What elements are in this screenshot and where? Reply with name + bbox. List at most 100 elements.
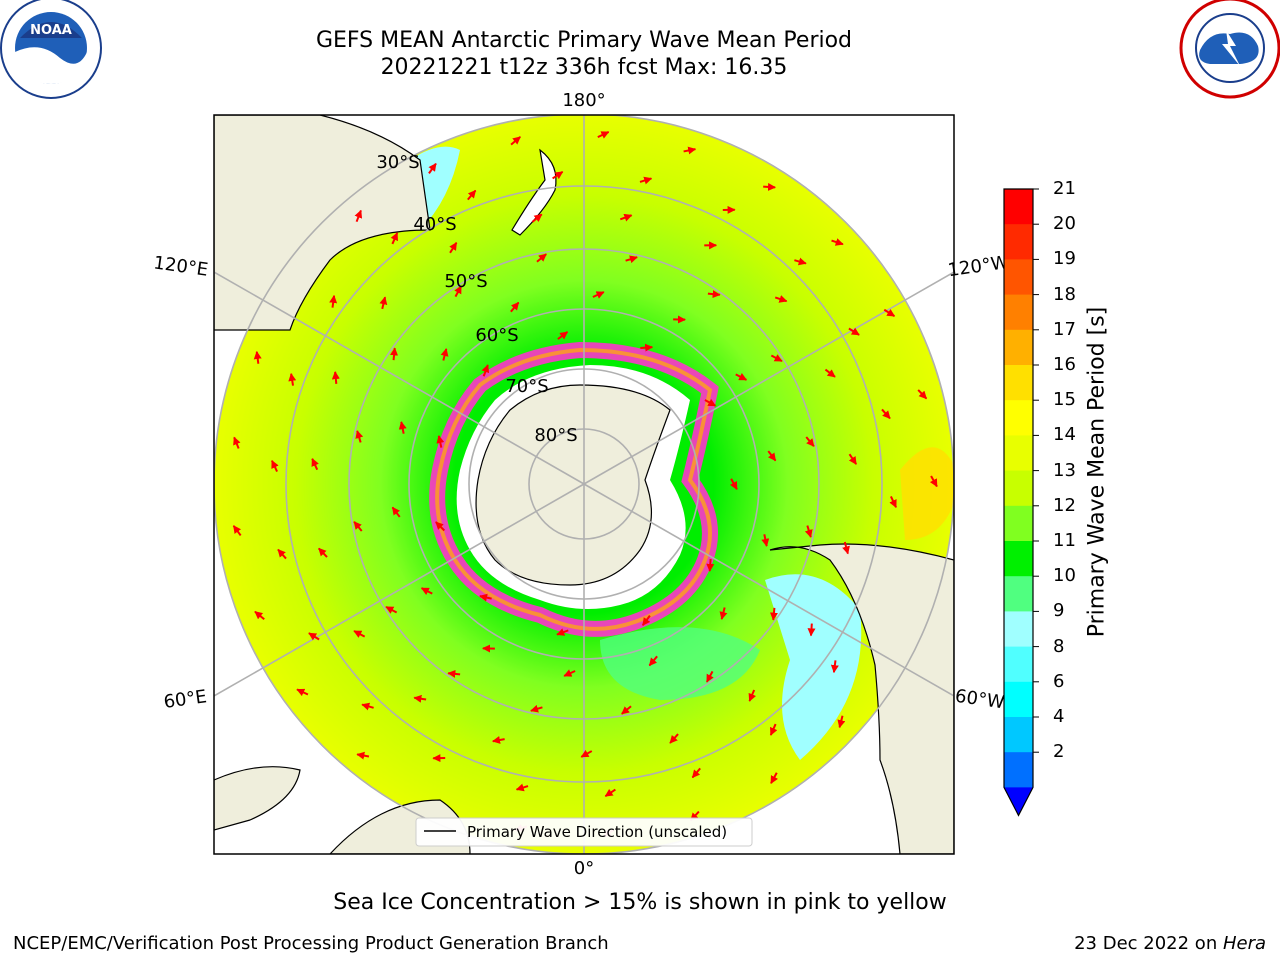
wave-arrow [824,368,836,378]
noaa-logo: NOAA [0,0,102,99]
lon-label-180: 180° [562,90,605,111]
wave-arrow [805,436,815,447]
colorbar-extend [1004,787,1033,816]
wave-arrow [807,623,816,637]
lon-label-0: 0° [574,858,594,879]
colorbar-tick-label: 11 [1053,530,1076,551]
wave-arrow [557,331,569,340]
wave-arrow [705,670,714,683]
colorbar-tick-label: 12 [1053,494,1076,516]
footer-host: Hera [1222,933,1266,954]
wave-arrow [536,253,547,263]
colorbar-tick-label: 9 [1053,600,1065,622]
wave-arrow [492,736,505,744]
colorbar-tick-label: 16 [1053,354,1076,375]
colorbar-segment [1004,259,1033,296]
wave-arrow [435,521,446,532]
wave-arrow [413,694,427,703]
wave-arrow [318,547,328,558]
wave-arrow [467,189,477,201]
wave-arrow [515,783,529,792]
map-frame [213,114,955,855]
colorbar-segment [1004,435,1033,472]
colorbar-segment [1004,294,1033,331]
lon-label-60w: 60°W [954,686,1006,714]
map-area [214,115,954,854]
wave-arrow [355,430,364,443]
lon-label-120e: 120°E [152,252,209,280]
wave-arrow [831,238,844,246]
wave-arrow [353,521,363,532]
wave-arrow [848,453,858,465]
south-america-land [769,543,954,854]
wave-arrow [233,436,241,449]
wave-arrow [640,343,654,352]
wave-arrow [390,232,399,245]
wave-arrow [232,525,242,537]
colorbar-tick-label: 15 [1053,389,1076,411]
wave-arrow [454,285,463,298]
colorbar-segment [1004,400,1033,436]
wave-arrow [748,689,756,702]
colorbar-tick-label: 6 [1053,670,1065,692]
wave-arrow [604,788,616,798]
wave-arrow [428,162,437,174]
wave-arrow [842,541,850,555]
wave-arrow [296,688,309,697]
wave-direction-arrows [232,131,938,838]
wave-arrow [356,751,370,760]
wave-arrow [447,669,461,678]
wave-arrow [917,389,928,400]
wave-arrow [398,421,407,434]
wave-arrow [883,308,896,317]
wave-arrow [769,607,778,621]
colorbar-segment [1004,329,1033,366]
wave-arrow [619,213,633,222]
wave-arrow [556,628,569,636]
wave-arrow [253,351,262,364]
lat-label-60s: 60°S [475,325,518,346]
wave-arrow [329,294,338,308]
legend-label: Primary Wave Direction (unscaled) [467,823,727,841]
wave-arrow [479,593,492,602]
footer-date: 23 Dec 2022 on Hera [1074,933,1266,954]
colorbar-label: Primary Wave Mean Period [s] [1084,306,1110,638]
wave-arrow [848,327,860,336]
wave-arrow [379,296,388,310]
nws-logo [1179,0,1280,99]
wave-arrow [641,615,651,626]
colorbar-tick-label: 19 [1053,248,1076,270]
lat-label-80s: 80°S [534,425,577,446]
wave-arrow [794,257,807,266]
colorbar-tick-label: 10 [1053,565,1076,587]
colorbar-segment [1004,681,1033,718]
colorbar-tick-label: 17 [1053,318,1076,340]
colorbar-segment [1004,646,1033,683]
colorbar-segment [1004,541,1033,577]
colorbar-segment [1004,505,1033,542]
page-subtitle: 20221221 t12z 336h fcst Max: 16.35 [380,55,788,80]
wave-arrow [420,587,433,596]
wave-arrow [648,655,658,667]
colorbar-segment [1004,752,1033,788]
wave-arrow [353,630,366,638]
colorbar-tick-label: 13 [1053,459,1076,481]
colorbar-segment [1004,224,1033,260]
wave-arrow [563,669,576,677]
lon-label-60e: 60°E [162,686,208,713]
wave-arrow [691,767,701,779]
wave-arrow [683,146,697,155]
colorbar-tick-label: 14 [1053,424,1076,446]
wave-arrow [767,450,777,462]
page-title: GEFS MEAN Antarctic Primary Wave Mean Pe… [315,28,853,53]
colorbar-segment [1004,576,1033,612]
colorbar-segment [1004,189,1033,225]
lat-label-40s: 40°S [413,214,456,235]
wave-arrow [889,495,897,508]
wave-arrow [597,131,610,139]
wave-arrow [761,534,770,547]
colorbar-tick-label: 4 [1053,706,1065,727]
wave-arrow [288,372,297,386]
wave-arrow [436,435,445,448]
wave-arrow [830,660,839,674]
